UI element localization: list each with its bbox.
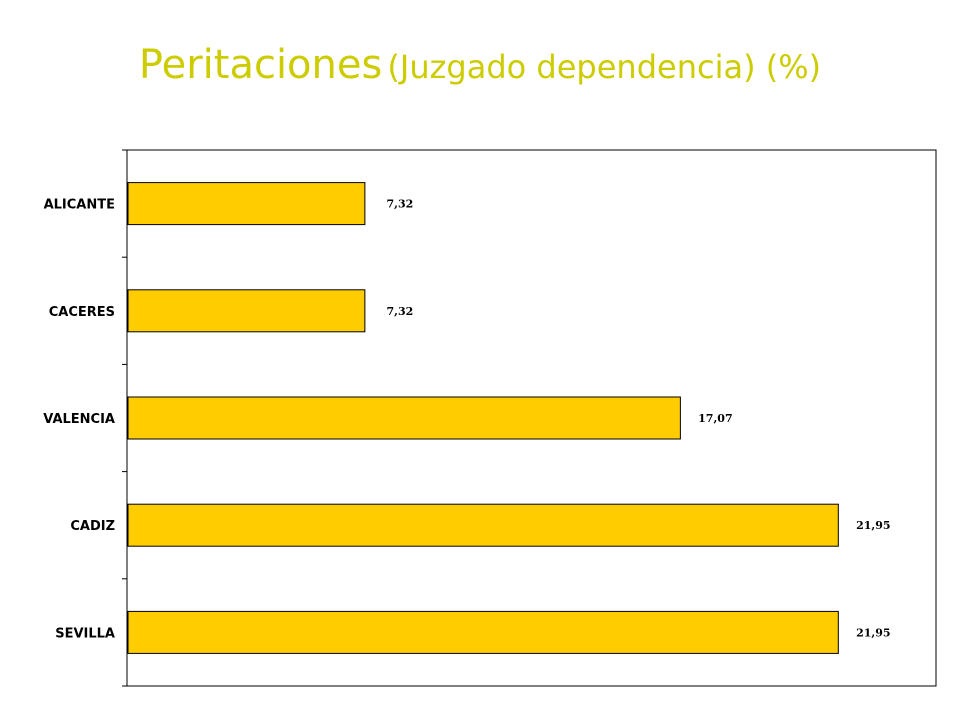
bar-alicante [127, 182, 366, 226]
value-labels: 7,32 7,32 17,07 21,95 21,95 [386, 198, 890, 640]
category-label-valencia: VALENCIA [43, 412, 115, 427]
value-label-sevilla: 21,95 [856, 626, 890, 639]
category-label-alicante: ALICANTE [44, 198, 115, 213]
chart-title-sub: (Juzgado dependencia) (%) [387, 48, 822, 86]
category-label-sevilla: SEVILLA [55, 626, 115, 641]
bar-valencia [127, 396, 681, 440]
bar-caceres [127, 289, 366, 333]
value-label-caceres: 7,32 [386, 305, 413, 318]
chart-title: Peritaciones (Juzgado dependencia) (%) [0, 42, 960, 88]
bar-cadiz [127, 503, 839, 547]
bar-sevilla [127, 610, 839, 654]
value-label-valencia: 17,07 [698, 412, 732, 425]
plot-area [126, 149, 937, 687]
value-label-alicante: 7,32 [386, 198, 413, 211]
category-label-caceres: CACERES [49, 305, 115, 320]
value-label-cadiz: 21,95 [856, 519, 890, 532]
category-labels: ALICANTE CACERES VALENCIA CADIZ SEVILLA [43, 198, 115, 642]
chart-title-main: Peritaciones [138, 42, 383, 88]
category-label-cadiz: CADIZ [70, 519, 115, 534]
axis-ticks [122, 149, 127, 687]
bars [127, 182, 839, 654]
